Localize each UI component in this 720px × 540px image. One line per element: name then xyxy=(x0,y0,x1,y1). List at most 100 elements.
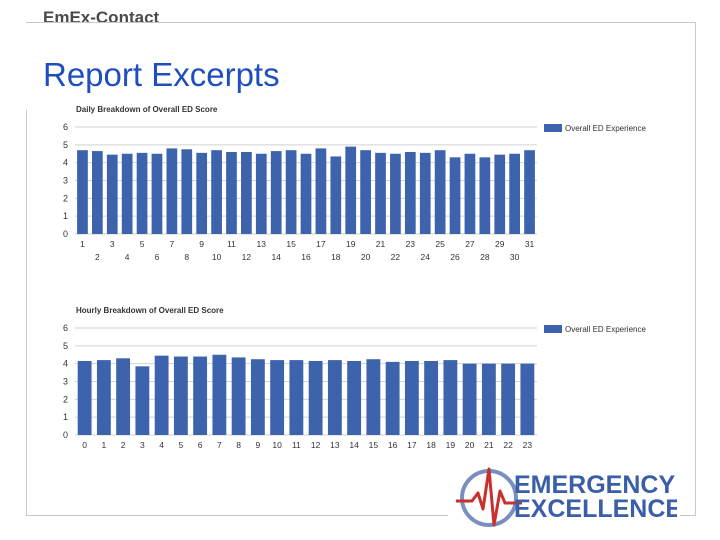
bar xyxy=(231,357,246,435)
bar xyxy=(121,153,133,234)
bar xyxy=(434,150,446,234)
bar xyxy=(390,153,401,234)
bar xyxy=(241,151,252,234)
x-tick-label: 7 xyxy=(170,239,175,249)
x-tick-label: 10 xyxy=(272,440,282,450)
x-tick-label: 5 xyxy=(140,239,145,249)
y-tick-label: 6 xyxy=(63,122,68,132)
bar xyxy=(154,355,169,435)
chart-title: Daily Breakdown of Overall ED Score xyxy=(76,105,218,114)
x-tick-label: 20 xyxy=(361,252,371,262)
x-tick-label: 2 xyxy=(121,440,126,450)
bar xyxy=(330,156,342,234)
bar xyxy=(462,363,477,435)
x-tick-label: 9 xyxy=(256,440,261,450)
bar xyxy=(464,153,476,234)
bar xyxy=(375,152,386,234)
bar xyxy=(300,153,312,234)
bar xyxy=(211,150,222,234)
bar xyxy=(419,152,431,234)
x-tick-label: 27 xyxy=(465,239,475,249)
heartbeat-pulse-icon xyxy=(456,467,522,527)
bar xyxy=(347,360,362,435)
bar xyxy=(345,146,357,234)
y-tick-label: 3 xyxy=(63,377,68,387)
x-tick-label: 6 xyxy=(155,252,160,262)
y-tick-label: 3 xyxy=(63,176,68,186)
bar xyxy=(501,363,516,435)
bar xyxy=(404,151,416,234)
y-tick-label: 1 xyxy=(63,211,68,221)
logo-line-1: EMERGENCY xyxy=(514,471,675,499)
x-tick-label: 29 xyxy=(495,239,505,249)
bar xyxy=(77,360,92,435)
bar xyxy=(524,150,535,234)
frame-left-divider xyxy=(26,110,27,515)
legend-label: Overall ED Experience xyxy=(565,124,646,133)
x-tick-label: 30 xyxy=(510,252,520,262)
x-tick-label: 8 xyxy=(236,440,241,450)
x-tick-label: 15 xyxy=(286,239,296,249)
bar xyxy=(212,354,227,435)
bar xyxy=(289,360,304,435)
x-tick-label: 16 xyxy=(301,252,311,262)
x-tick-label: 17 xyxy=(316,239,326,249)
frame-bottom-divider xyxy=(26,515,448,516)
y-tick-label: 5 xyxy=(63,341,68,351)
bar xyxy=(255,153,267,234)
x-tick-label: 16 xyxy=(388,440,398,450)
x-tick-label: 11 xyxy=(227,239,236,249)
frame-top-divider xyxy=(26,22,696,23)
y-tick-label: 0 xyxy=(63,430,68,440)
x-tick-label: 9 xyxy=(199,239,204,249)
bar xyxy=(315,148,327,234)
bar xyxy=(479,157,491,234)
x-tick-label: 3 xyxy=(140,440,145,450)
x-tick-label: 20 xyxy=(465,440,475,450)
y-tick-label: 2 xyxy=(63,193,68,203)
brand-name: EmEx-Contact xyxy=(43,8,160,27)
bar xyxy=(424,360,439,435)
bar xyxy=(173,356,188,435)
x-tick-label: 10 xyxy=(212,252,222,262)
chart-title: Hourly Breakdown of Overall ED Score xyxy=(76,306,224,315)
bar xyxy=(166,148,178,234)
bar xyxy=(327,360,342,435)
x-tick-label: 28 xyxy=(480,252,490,262)
x-tick-label: 19 xyxy=(346,239,356,249)
legend-swatch xyxy=(544,124,562,132)
x-tick-label: 4 xyxy=(159,440,164,450)
x-tick-label: 1 xyxy=(80,239,85,249)
bar xyxy=(96,360,111,435)
bar xyxy=(106,154,118,234)
bar xyxy=(91,151,103,234)
bar xyxy=(366,359,381,435)
bar xyxy=(449,157,461,234)
x-tick-label: 4 xyxy=(125,252,130,262)
frame-right-divider xyxy=(695,22,696,515)
bar xyxy=(494,154,506,234)
x-tick-label: 6 xyxy=(198,440,203,450)
bar xyxy=(136,152,148,234)
x-tick-label: 23 xyxy=(523,440,533,450)
bar xyxy=(116,358,131,435)
x-tick-label: 19 xyxy=(446,440,456,450)
x-tick-label: 13 xyxy=(330,440,340,450)
x-tick-label: 31 xyxy=(525,239,535,249)
x-tick-label: 11 xyxy=(292,440,301,450)
bar xyxy=(308,360,323,435)
x-tick-label: 15 xyxy=(369,440,379,450)
x-tick-label: 18 xyxy=(426,440,436,450)
x-tick-label: 23 xyxy=(406,239,416,249)
x-tick-label: 21 xyxy=(484,440,494,450)
x-tick-label: 3 xyxy=(110,239,115,249)
x-tick-label: 1 xyxy=(102,440,107,450)
x-tick-label: 14 xyxy=(349,440,359,450)
y-tick-label: 6 xyxy=(63,323,68,333)
y-tick-label: 2 xyxy=(63,394,68,404)
legend-label: Overall ED Experience xyxy=(565,325,646,334)
x-tick-label: 24 xyxy=(420,252,430,262)
x-tick-label: 7 xyxy=(217,440,222,450)
bar xyxy=(285,150,297,234)
emergency-excellence-logo: EMERGENCY EXCELLENCE xyxy=(456,467,677,527)
